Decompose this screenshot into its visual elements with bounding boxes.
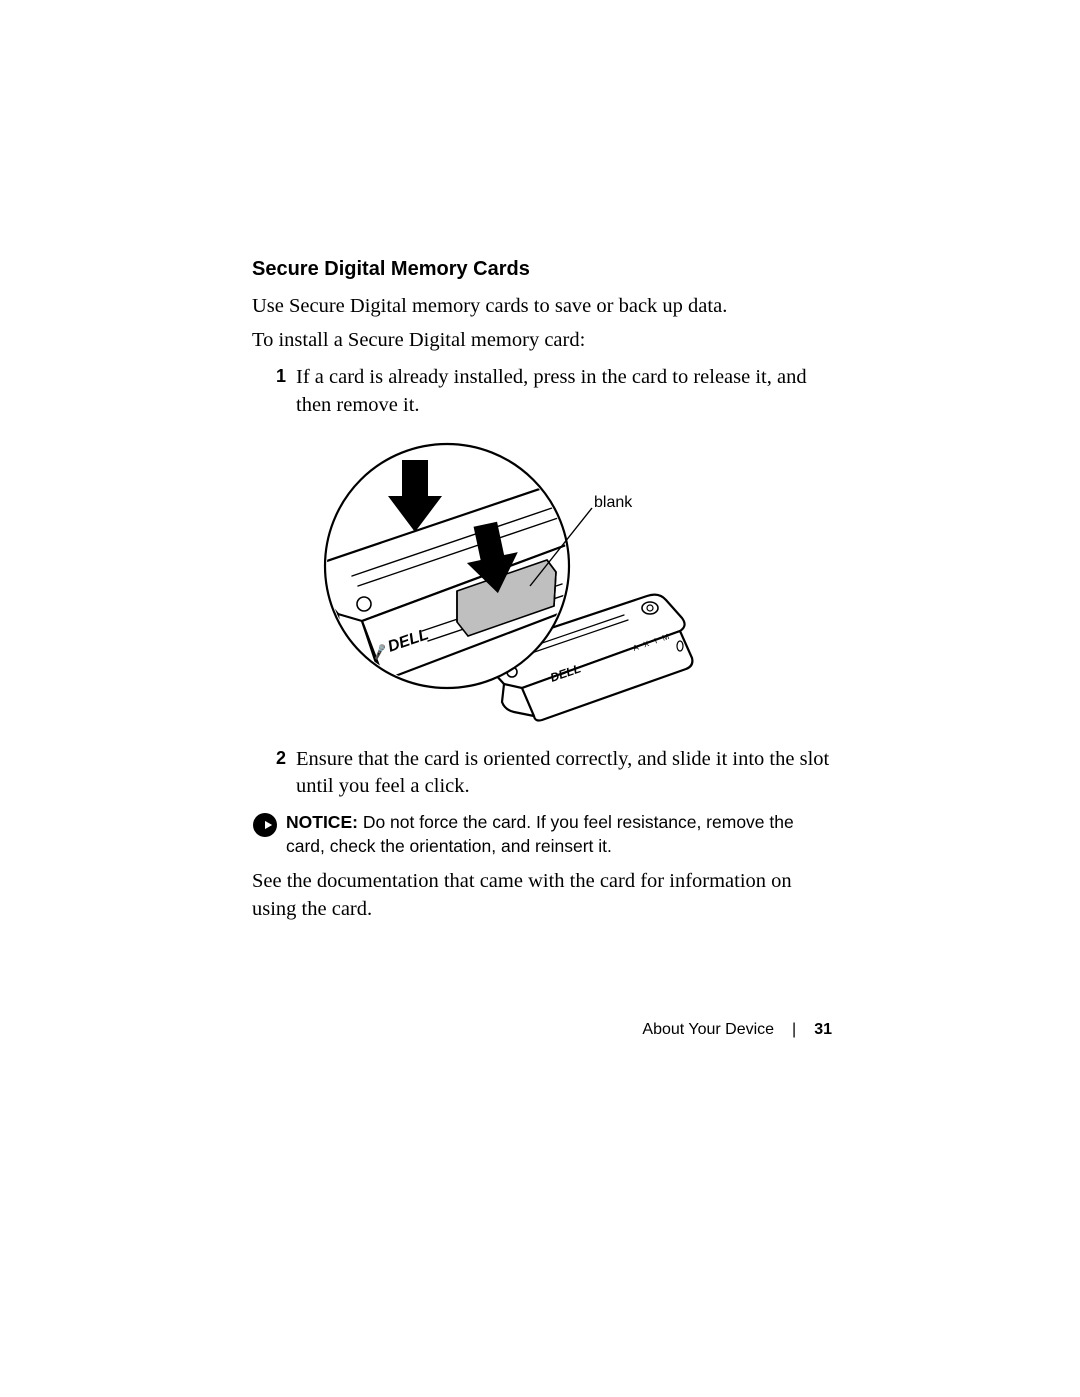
notice-block: NOTICE: Do not force the card. If you fe… [252, 811, 832, 858]
footer-section-name: About Your Device [642, 1021, 774, 1039]
intro-paragraph-2: To install a Secure Digital memory card: [252, 327, 832, 355]
notice-label: NOTICE: [286, 812, 358, 832]
install-steps-list: 1 If a card is already installed, press … [252, 364, 832, 419]
notice-text: NOTICE: Do not force the card. If you fe… [286, 811, 832, 858]
footer-page-number: 31 [814, 1021, 832, 1039]
install-steps-list-cont: 2 Ensure that the card is oriented corre… [252, 746, 832, 801]
step-1-number: 1 [252, 364, 296, 387]
step-1: 1 If a card is already installed, press … [252, 364, 832, 419]
step-2-text: Ensure that the card is oriented correct… [296, 746, 832, 801]
notice-icon [252, 811, 286, 843]
step-2-number: 2 [252, 746, 296, 769]
sd-card-illustration-svg: DELL A X I M [252, 436, 832, 724]
page-footer: About Your Device | 31 [642, 1021, 832, 1039]
step-1-text: If a card is already installed, press in… [296, 364, 832, 419]
step-2: 2 Ensure that the card is oriented corre… [252, 746, 832, 801]
notice-body: Do not force the card. If you feel resis… [286, 812, 794, 856]
footer-divider: | [792, 1021, 796, 1039]
figure-callout-blank: blank [594, 494, 632, 512]
intro-paragraph-1: Use Secure Digital memory cards to save … [252, 293, 832, 321]
document-page: Secure Digital Memory Cards Use Secure D… [0, 0, 1080, 1397]
sd-card-figure: DELL A X I M [252, 436, 832, 724]
section-heading: Secure Digital Memory Cards [252, 258, 832, 281]
closing-paragraph: See the documentation that came with the… [252, 868, 832, 923]
